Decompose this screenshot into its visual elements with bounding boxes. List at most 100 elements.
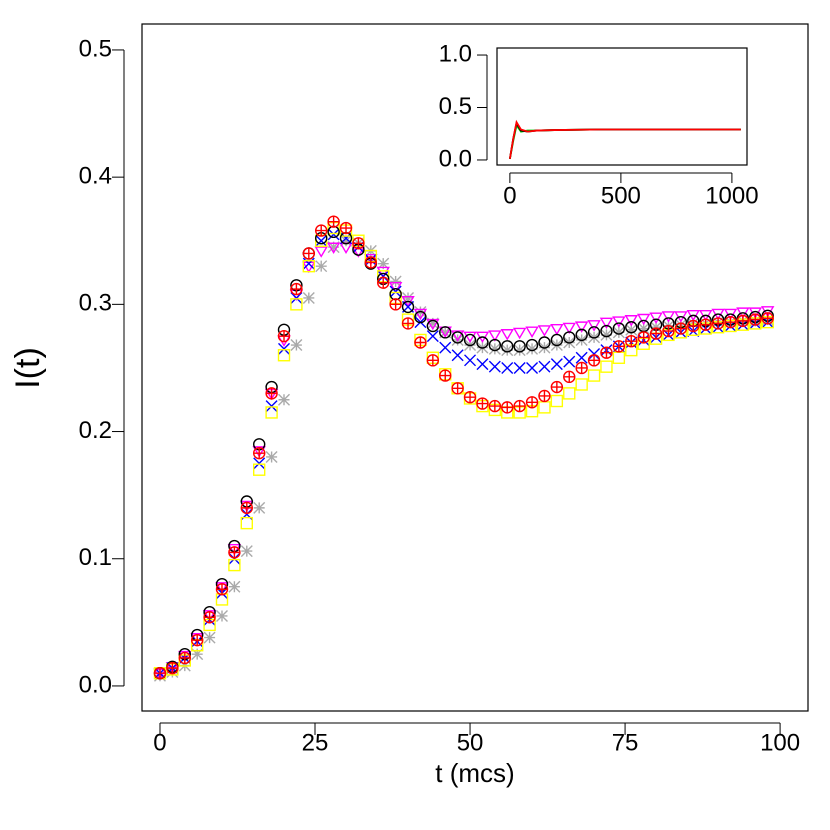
- data-point: [526, 342, 539, 355]
- data-point: [265, 400, 278, 413]
- data-point: [624, 315, 638, 327]
- data-point: [488, 399, 502, 413]
- data-point: [537, 325, 552, 337]
- data-point: [575, 351, 588, 364]
- data-point: [203, 631, 216, 644]
- marker-shape: [265, 406, 278, 419]
- data-point: [414, 310, 427, 324]
- data-point: [649, 312, 663, 324]
- marker-shape: [700, 319, 712, 331]
- data-point: [240, 501, 253, 515]
- x-axis-label: t (mcs): [435, 758, 514, 788]
- data-point: [587, 326, 601, 339]
- data-point: [464, 354, 477, 367]
- data-point: [512, 327, 527, 340]
- data-point: [587, 369, 601, 382]
- marker-shape: [600, 324, 613, 338]
- data-point: [488, 360, 501, 373]
- marker-shape: [178, 650, 192, 663]
- marker-shape: [587, 326, 601, 339]
- x-tick-label: 75: [612, 729, 639, 756]
- data-point: [513, 340, 526, 353]
- marker-shape: [302, 257, 315, 270]
- x-tick-label: 25: [302, 729, 329, 756]
- marker-shape: [662, 325, 674, 337]
- marker-shape: [538, 390, 550, 402]
- data-point: [389, 275, 402, 288]
- x-tick-label: 0: [153, 729, 166, 756]
- y-tick-label: 0.5: [79, 35, 112, 62]
- data-point: [290, 298, 303, 311]
- marker-shape: [241, 502, 253, 514]
- marker-shape: [575, 378, 588, 391]
- data-point: [376, 266, 390, 279]
- data-point: [513, 361, 526, 374]
- marker-shape: [390, 298, 402, 310]
- marker-shape: [675, 323, 687, 335]
- marker-shape: [215, 582, 229, 594]
- marker-shape: [265, 450, 278, 463]
- marker-shape: [463, 331, 477, 344]
- marker-shape: [600, 328, 613, 341]
- marker-shape: [551, 381, 563, 393]
- data-point: [488, 330, 502, 342]
- data-point: [563, 387, 576, 400]
- marker-shape: [526, 342, 539, 355]
- data-point: [501, 401, 514, 414]
- data-point: [327, 228, 340, 241]
- marker-shape: [450, 330, 465, 342]
- data-point: [637, 322, 650, 335]
- marker-shape: [501, 340, 514, 353]
- marker-shape: [612, 316, 626, 328]
- marker-shape: [501, 344, 514, 357]
- data-point: [352, 237, 365, 250]
- data-point: [414, 336, 427, 349]
- marker-shape: [525, 326, 539, 338]
- data-point: [612, 326, 625, 339]
- data-point: [625, 323, 638, 336]
- data-point: [265, 450, 278, 463]
- marker-shape: [227, 544, 242, 556]
- data-point: [439, 326, 452, 339]
- data-point: [290, 339, 303, 352]
- marker-shape: [253, 447, 265, 459]
- data-point: [389, 298, 402, 311]
- data-point: [402, 291, 415, 304]
- y-tick-label: 1.0: [439, 40, 472, 67]
- x-tick-label: 1000: [705, 182, 758, 209]
- marker-shape: [166, 662, 178, 674]
- marker-shape: [476, 398, 488, 410]
- marker-shape: [600, 360, 613, 373]
- data-point: [202, 610, 217, 622]
- y-tick-label: 0.0: [439, 145, 472, 172]
- data-point: [377, 270, 390, 283]
- x-tick-label: 500: [601, 182, 641, 209]
- data-point: [166, 661, 179, 675]
- marker-shape: [365, 256, 377, 268]
- y-tick-label: 0.5: [439, 93, 472, 120]
- data-point: [340, 234, 353, 247]
- data-point: [501, 344, 514, 357]
- data-point: [228, 546, 241, 559]
- y-tick-label: 0.0: [79, 671, 112, 698]
- marker-shape: [563, 331, 576, 344]
- marker-shape: [488, 338, 502, 352]
- data-point: [389, 285, 402, 298]
- data-point: [662, 324, 675, 338]
- marker-shape: [278, 342, 291, 355]
- data-point: [326, 242, 341, 254]
- data-point: [501, 361, 514, 374]
- data-point: [550, 358, 563, 371]
- data-point: [153, 667, 167, 680]
- marker-shape: [476, 358, 489, 371]
- marker-shape: [302, 259, 316, 273]
- data-point: [550, 323, 564, 336]
- data-point: [637, 331, 650, 344]
- data-point: [278, 393, 291, 406]
- y-tick-label: 0.3: [79, 290, 112, 317]
- marker-shape: [587, 369, 601, 382]
- data-point: [451, 382, 464, 395]
- marker-shape: [253, 463, 266, 476]
- data-point: [600, 360, 613, 373]
- data-point: [538, 389, 551, 403]
